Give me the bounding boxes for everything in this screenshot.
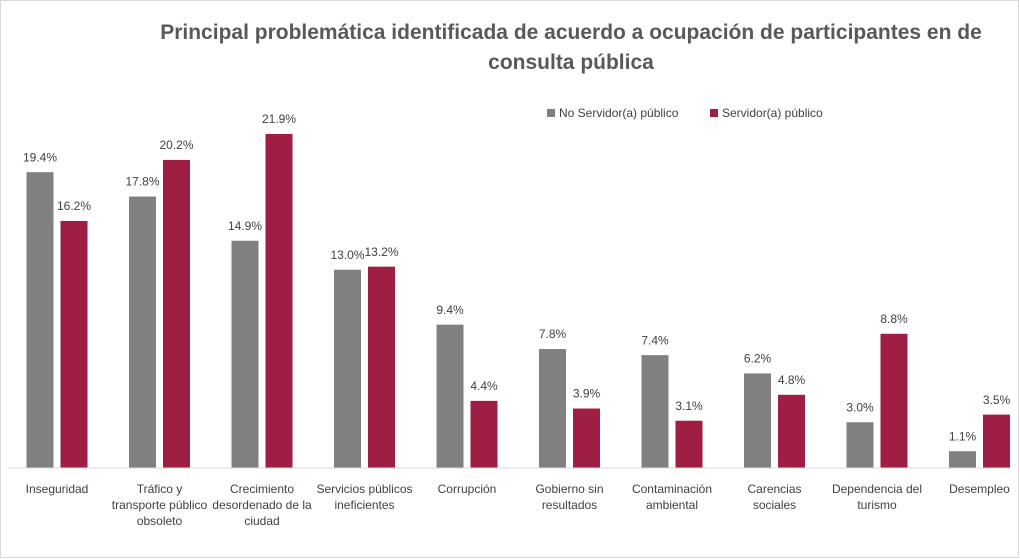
x-tick-label: Servicios públicos ineficientes [316,482,413,512]
data-label: 3.0% [846,400,874,414]
x-tick-label: Corrupción [437,482,497,496]
data-label: 13.2% [364,245,398,259]
data-label: 6.2% [744,352,772,366]
data-label: 13.0% [330,248,364,262]
data-label: 4.8% [778,373,806,387]
x-tick-label: Carencias sociales [747,482,802,512]
bar [129,196,156,469]
data-label: 17.8% [125,175,159,189]
legend-swatch [710,109,718,117]
bar [573,408,600,468]
data-label: 3.1% [675,399,703,413]
bar [368,266,395,468]
bar [436,324,464,468]
legend-swatch [547,109,555,117]
data-label: 3.5% [983,393,1011,407]
x-tick-label: Contaminación ambiental [631,482,713,512]
bar [675,420,703,468]
bar [60,220,88,468]
data-label: 7.4% [641,333,669,347]
x-tick-label: Desempleo [949,482,1010,496]
data-label: 9.4% [436,303,464,317]
data-label: 16.2% [57,199,91,213]
bar [539,349,566,468]
legend-label: Servidor(a) público [722,106,823,120]
bar [949,451,976,468]
bar [744,373,771,468]
data-label: 19.4% [23,150,57,164]
x-tick-label: Inseguridad [25,482,89,496]
bar [880,333,908,468]
data-label: 21.9% [262,112,296,126]
chart-title: Principal problemática identificada de a… [160,21,982,74]
bar [470,400,498,468]
bar [641,355,669,468]
bar [983,414,1010,468]
legend-label: No Servidor(a) público [559,106,679,120]
bar [265,134,293,468]
bar [231,240,259,468]
data-label: 8.8% [880,312,908,326]
data-label: 7.8% [539,327,567,341]
data-label: 4.4% [470,379,498,393]
x-tick-label: Crecimiento desordenado de la ciudad [212,482,312,528]
bar [163,159,190,468]
data-label: 1.1% [949,429,977,443]
bar [334,269,361,468]
x-tick-label: Gobierno sin resultados [535,482,604,512]
bar [846,422,874,468]
bar [26,172,54,468]
bar [778,394,805,468]
x-tick-label: Dependencia del turismo [831,482,923,512]
data-label: 20.2% [159,138,193,152]
data-label: 14.9% [228,219,262,233]
data-label: 3.9% [573,387,601,401]
x-tick-label: Tráfico y transporte público obsoleto [111,482,208,528]
